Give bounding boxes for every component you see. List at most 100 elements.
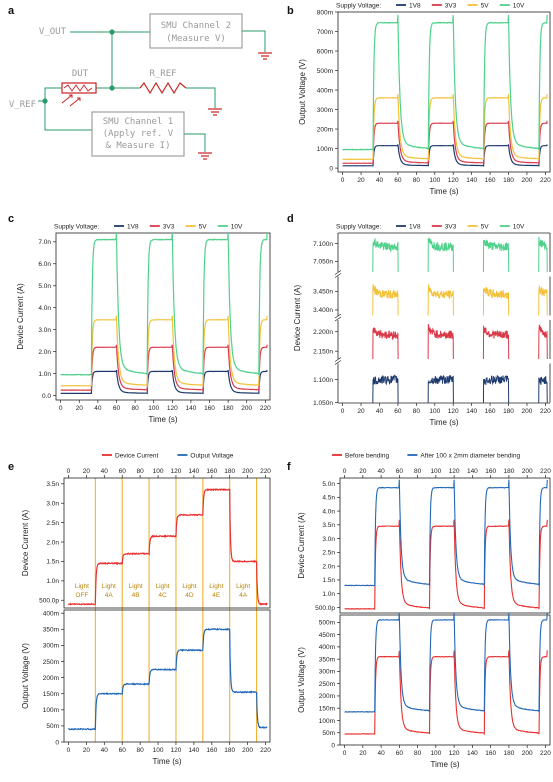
chart-c: 0 20 40 60 80 100 120 140 160 180 200 220 0.0 1.0n 2.0… [16, 224, 271, 425]
chart-f-top-xtick-label: 60 [396, 468, 404, 475]
r-ref-resistor [139, 81, 187, 95]
chart-c-ytick-label: 3.0n [38, 327, 51, 334]
chart-d-ytick-label: 1.050n [313, 400, 333, 407]
chart-c-legend-entry: 5V [199, 224, 208, 231]
chart-f-xtick-label: 80 [414, 750, 422, 757]
chart-d-series-10V [482, 239, 510, 272]
chart-d-legend-entry: 10V [513, 224, 525, 231]
chart-e-xtick-label: 180 [224, 747, 235, 754]
chart-c-xtick-label: 0 [59, 405, 63, 412]
chart-f-sub1-ytick-label: 500m [319, 620, 335, 627]
r-ref-label: R_REF [149, 69, 176, 79]
chart-f-sub0-ytick-label: 5.0n [322, 481, 335, 488]
chart-f-sub0-ytick-label: 1.0n [322, 591, 335, 598]
node-vref [42, 98, 48, 104]
chart-c-xtick-label: 140 [185, 405, 196, 412]
node-vout [109, 29, 115, 35]
chart-d-xtick-label: 200 [522, 408, 533, 415]
chart-f-sub0-ytick-label: 3.0n [322, 536, 335, 543]
chart-e-light-state: 4D [185, 592, 194, 599]
light-arrow-1 [61, 94, 73, 104]
chart-c-ylabel: Device Current (A) [16, 283, 25, 350]
smu-channel-2-label: SMU Channel 2 [161, 21, 231, 31]
chart-c-legend-entry: 10V [231, 224, 243, 231]
chart-e-xtick-label: 140 [188, 747, 199, 754]
chart-f-top-xtick-label: 180 [503, 468, 514, 475]
chart-c-series-3V3 [60, 344, 268, 392]
chart-f-sub1-ytick-label: 300m [319, 669, 335, 676]
chart-e-xtick-label: 200 [242, 747, 253, 754]
ground-symbol-3 [198, 152, 212, 160]
chart-f-xtick-label: 160 [485, 750, 496, 757]
chart-c-frame [55, 232, 271, 401]
chart-c-xtick-label: 80 [131, 405, 139, 412]
chart-b-legend-entry: 3V3 [445, 3, 457, 10]
chart-b-series-5V [342, 94, 548, 162]
chart-b-ytick-label: 700m [317, 29, 333, 36]
chart-d-series-5V [538, 285, 548, 316]
charts-layer: 0 20 40 60 80 100 120 140 160 180 200 2200100m200m3… [16, 3, 551, 770]
chart-b-ytick-label: 0 [329, 165, 333, 172]
chart-e-xtick-label: 20 [83, 747, 91, 754]
chart-d-axis-break [334, 357, 342, 365]
chart-c-ytick-label: 6.0n [38, 261, 51, 268]
chart-e-top-xtick-label: 40 [101, 468, 109, 475]
chart-b-xtick-label: 60 [394, 177, 402, 184]
chart-e-xtick-label: 80 [137, 747, 145, 754]
chart-d-axis-break [334, 313, 342, 322]
chart-d-xtick-label: 0 [341, 408, 345, 415]
chart-e-top-xtick-label: 220 [260, 468, 271, 475]
chart-f-xtick-label: 100 [430, 750, 441, 757]
chart-c-xtick-label: 180 [223, 405, 234, 412]
chart-e-legend-entry: Device Current [115, 453, 159, 460]
chart-b-xtick-label: 200 [522, 177, 533, 184]
chart-d-xtick-label: 80 [413, 408, 421, 415]
chart-c-ytick-label: 7.0n [38, 239, 51, 246]
chart-c-xtick-label: 200 [241, 405, 252, 412]
chart-e-sub1-ytick-label: 0 [55, 739, 59, 746]
chart-c-xtick-label: 40 [94, 405, 102, 412]
chart-d-series-5V [482, 287, 510, 316]
chart-d-ytick-label: 7.100n [313, 241, 333, 248]
chart-d: 0 20 40 60 80 100 120 140 160 180 200 220 7.050n 7.10… [293, 224, 551, 428]
chart-c-ytick-label: 1.0n [38, 371, 51, 378]
chart-f-top-xtick-label: 40 [377, 468, 385, 475]
chart-f-sub0-frame [339, 477, 551, 614]
chart-d-xtick-label: 120 [448, 408, 459, 415]
chart-e-sub0-ytick-label: 3.0n [46, 501, 59, 508]
chart-e-sub1-ytick-label: 350m [43, 627, 59, 634]
chart-e-series-Output Voltage [68, 627, 268, 731]
chart-b: 0 20 40 60 80 100 120 140 160 180 200 220 0 100m 200m 3… [298, 3, 551, 197]
chart-c-lines [60, 233, 268, 395]
chart-e-sub0-frame [63, 477, 271, 609]
chart-f-sub1-ytick-label: 200m [319, 693, 335, 700]
chart-d-ytick-label: 3.400n [313, 307, 333, 314]
chart-d-xtick-label: 20 [357, 408, 365, 415]
chart-f-legend-entry: Before bending [345, 453, 389, 460]
chart-f-top-xtick-label: 160 [485, 468, 496, 475]
chart-c-xtick-label: 160 [204, 405, 215, 412]
chart-e-light-label: Light [75, 583, 89, 590]
chart-f-sub0-ylabel: Device Current (A) [297, 512, 306, 579]
wire-smu2-ground [242, 30, 266, 52]
chart-b-xtick-label: 140 [466, 177, 477, 184]
chart-f-series-After 100 x 2mm diameter bending [344, 612, 548, 713]
chart-e-sub0-ytick-label: 1.0n [46, 578, 59, 585]
chart-b-xtick-label: 20 [357, 177, 365, 184]
chart-f-sub1-ytick-label: 50m [322, 730, 335, 737]
chart-b-ytick-label: 500m [317, 68, 333, 75]
chart-e-sub1-ytick-label: 100m [43, 707, 59, 714]
chart-f-sub1-ytick-label: 250m [319, 681, 335, 688]
chart-f-xtick-label: 200 [522, 750, 533, 757]
chart-b-ytick-label: 300m [317, 107, 333, 114]
chart-e-light-state: 4A [239, 592, 248, 599]
chart-e-top-xtick-label: 80 [137, 468, 145, 475]
chart-f-xtick-label: 60 [396, 750, 404, 757]
chart-e-top-xtick-label: 120 [171, 468, 182, 475]
chart-b-legend-title: Supply Voltage: [336, 3, 381, 10]
chart-f-sub1-ytick-label: 0 [331, 742, 335, 749]
chart-d-xlabel: Time (s) [429, 418, 458, 427]
chart-f-sub0-ytick-label: 3.5n [322, 522, 335, 529]
dut-photoresistor [61, 82, 97, 94]
chart-e-series-Device Current [67, 488, 268, 606]
